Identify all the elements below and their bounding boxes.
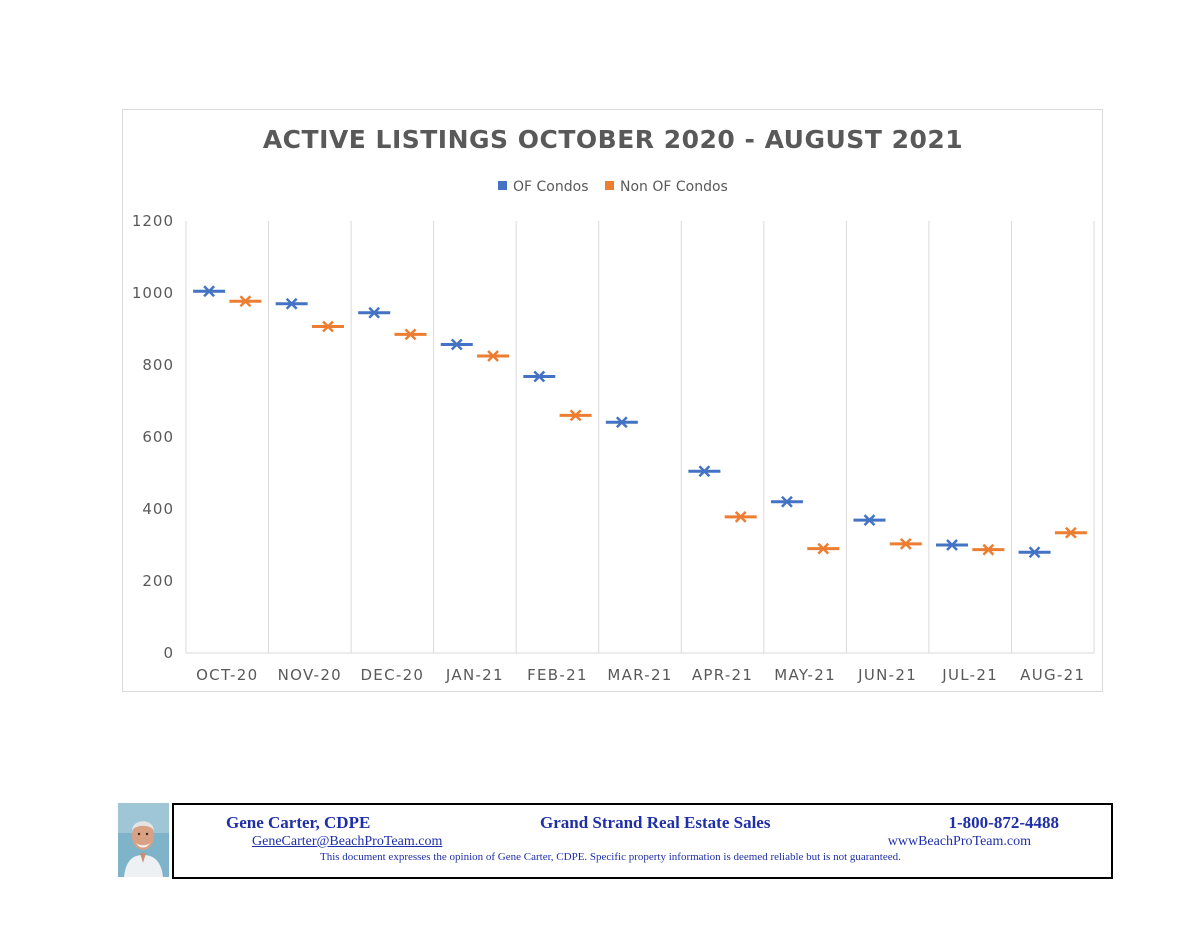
- data-point-non-of-condos: [972, 543, 1005, 556]
- y-tick-label: 600: [142, 428, 174, 446]
- data-point-of-condos: [1018, 546, 1051, 559]
- data-point-of-condos: [523, 370, 556, 383]
- line-chart: ACTIVE LISTINGS OCTOBER 2020 - AUGUST 20…: [132, 125, 1095, 684]
- data-point-non-of-condos: [394, 328, 427, 341]
- data-point-non-of-condos: [1054, 526, 1087, 539]
- x-tick-label: DEC-20: [360, 666, 424, 684]
- data-point-of-condos: [358, 306, 391, 319]
- chart-title: ACTIVE LISTINGS OCTOBER 2020 - AUGUST 20…: [263, 125, 963, 154]
- disclaimer-text: This document expresses the opinion of G…: [320, 851, 901, 863]
- data-point-non-of-condos: [477, 350, 510, 362]
- x-tick-label: JUN-21: [857, 666, 917, 684]
- y-tick-label: 0: [163, 644, 174, 662]
- x-tick-label: MAR-21: [607, 666, 672, 684]
- chart-container: ACTIVE LISTINGS OCTOBER 2020 - AUGUST 20…: [122, 109, 1103, 692]
- company-name: Grand Strand Real Estate Sales: [540, 813, 771, 832]
- agent-photo: [118, 803, 169, 877]
- legend-swatch-of-condos: [498, 181, 507, 190]
- data-point-of-condos: [605, 416, 638, 429]
- gridlines: [185, 221, 1095, 654]
- data-point-of-condos: [688, 465, 721, 478]
- y-axis: 0 200 400 600 800 1000 1200: [132, 212, 174, 662]
- website-link[interactable]: wwwBeachProTeam.com: [887, 834, 1031, 849]
- legend-label-of-condos: OF Condos: [513, 179, 588, 195]
- data-point-of-condos: [193, 285, 226, 298]
- data-point-non-of-condos: [724, 511, 757, 523]
- data-point-of-condos: [853, 514, 886, 527]
- data-point-non-of-condos: [807, 542, 840, 555]
- data-point-non-of-condos: [559, 409, 592, 422]
- x-tick-label: APR-21: [692, 666, 753, 684]
- contact-footer: Gene Carter, CDPE Grand Strand Real Esta…: [172, 803, 1113, 879]
- data-point-of-condos: [936, 539, 969, 551]
- x-tick-label: AUG-21: [1020, 666, 1085, 684]
- x-tick-label: FEB-21: [527, 666, 588, 684]
- y-tick-label: 1000: [132, 284, 174, 302]
- data-point-of-condos: [770, 495, 803, 508]
- x-tick-label: JAN-21: [445, 666, 504, 684]
- data-point-of-condos: [440, 338, 473, 351]
- y-tick-label: 1200: [132, 212, 174, 230]
- legend-swatch-non-of-condos: [605, 181, 614, 190]
- phone-number: 1-800-872-4488: [948, 813, 1059, 832]
- data-point-non-of-condos: [311, 320, 344, 333]
- data-point-of-condos: [275, 297, 308, 310]
- legend-label-non-of-condos: Non OF Condos: [620, 179, 728, 195]
- data-point-non-of-condos: [889, 538, 922, 550]
- y-tick-label: 400: [142, 500, 174, 518]
- email-link[interactable]: GeneCarter@BeachProTeam.com: [252, 834, 443, 849]
- y-tick-label: 200: [142, 572, 174, 590]
- x-axis: OCT-20 NOV-20 DEC-20 JAN-21 FEB-21 MAR-21 APR-…: [196, 666, 1085, 684]
- x-tick-label: JUL-21: [941, 666, 998, 684]
- y-tick-label: 800: [142, 356, 174, 374]
- x-tick-label: OCT-20: [196, 666, 258, 684]
- data-points: [193, 285, 1087, 559]
- agent-name: Gene Carter, CDPE: [226, 813, 371, 832]
- legend: OF Condos Non OF Condos: [498, 179, 728, 195]
- x-tick-label: MAY-21: [774, 666, 836, 684]
- data-point-non-of-condos: [229, 295, 262, 308]
- x-tick-label: NOV-20: [278, 666, 342, 684]
